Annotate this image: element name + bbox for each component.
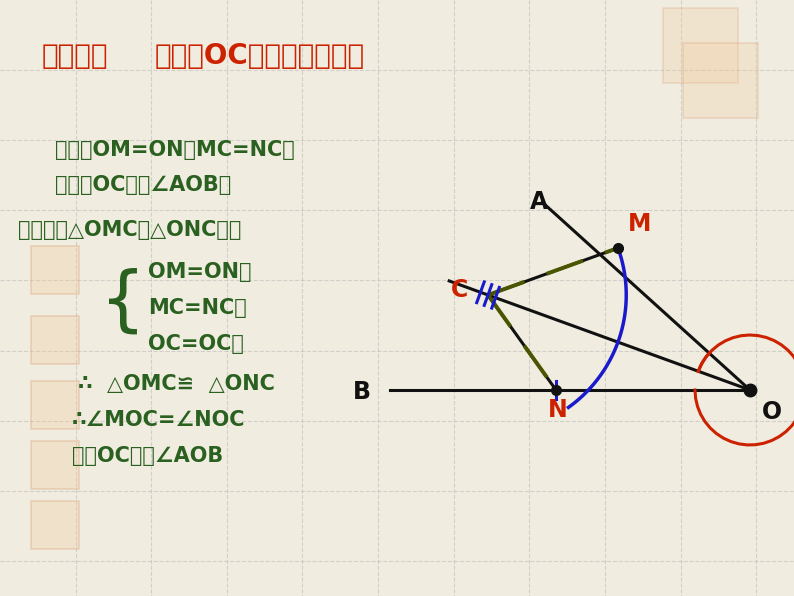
FancyBboxPatch shape: [31, 316, 79, 364]
FancyBboxPatch shape: [31, 246, 79, 294]
FancyBboxPatch shape: [663, 8, 738, 83]
Text: 即：OC平分∠AOB: 即：OC平分∠AOB: [72, 446, 223, 466]
Text: OM=ON，: OM=ON，: [148, 262, 252, 282]
FancyBboxPatch shape: [31, 381, 79, 429]
Text: MC=NC，: MC=NC，: [148, 298, 247, 318]
Text: O: O: [762, 400, 782, 424]
FancyBboxPatch shape: [683, 43, 758, 118]
Text: 想一想：: 想一想：: [42, 42, 109, 70]
Text: 已知：OM=ON，MC=NC。: 已知：OM=ON，MC=NC。: [55, 140, 295, 160]
Text: OC=OC，: OC=OC，: [148, 334, 244, 354]
FancyBboxPatch shape: [31, 501, 79, 549]
Text: M: M: [628, 212, 651, 236]
Text: {: {: [100, 268, 146, 337]
FancyBboxPatch shape: [31, 441, 79, 489]
Text: 为什么OC是角平分线呢？: 为什么OC是角平分线呢？: [155, 42, 365, 70]
Text: N: N: [548, 398, 568, 422]
Text: C: C: [451, 278, 468, 302]
Text: 证明：在△OMC和△ONC中，: 证明：在△OMC和△ONC中，: [18, 220, 241, 240]
Text: B: B: [353, 380, 371, 404]
Text: 求证：OC平分∠AOB。: 求证：OC平分∠AOB。: [55, 175, 231, 195]
Text: A: A: [530, 190, 548, 214]
Text: ∴∠MOC=∠NOC: ∴∠MOC=∠NOC: [72, 410, 245, 430]
Text: ∴  △OMC≌  △ONC: ∴ △OMC≌ △ONC: [78, 374, 275, 394]
